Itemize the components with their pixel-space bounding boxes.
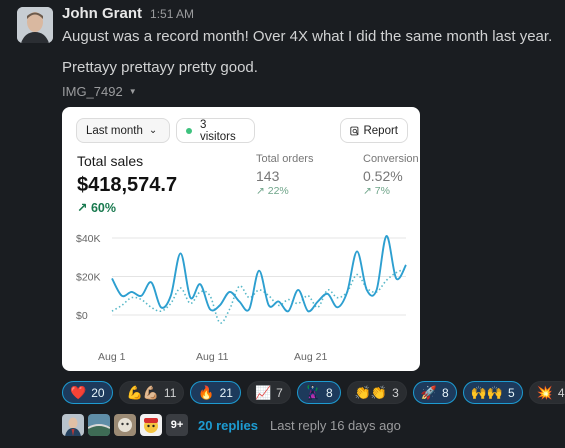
reaction-emoji-icon: 🙌🙌	[470, 385, 503, 400]
replier-avatar	[62, 414, 84, 436]
more-repliers-count: 9+	[166, 414, 188, 436]
reaction-count: 11	[163, 385, 177, 400]
y-tick-label: $40K	[76, 233, 101, 245]
period-dropdown[interactable]: Last month ⌄	[76, 118, 170, 143]
arrow-up-right-icon: ↗	[363, 185, 372, 197]
total-sales-value: $418,574.7	[77, 174, 178, 196]
arrow-up-right-icon: ↗	[256, 185, 265, 197]
last-reply-time: Last reply 16 days ago	[270, 417, 401, 433]
x-tick-label: Aug 11	[196, 351, 229, 363]
reaction-pill[interactable]: 🦹 8	[296, 381, 341, 404]
replier-avatar	[140, 414, 162, 436]
reaction-emoji-icon: 🚀	[420, 385, 437, 400]
attachment-toggle[interactable]: IMG_7492 ▼	[62, 84, 137, 99]
reaction-count: 4	[557, 385, 565, 400]
replies-link[interactable]: 20 replies	[198, 417, 258, 433]
y-tick-label: $0	[76, 310, 88, 322]
reaction-emoji-icon: 💪💪🏼	[126, 385, 159, 400]
reaction-count: 21	[219, 385, 233, 400]
reaction-emoji-icon: 🔥	[198, 385, 215, 400]
x-tick-label: Aug 21	[294, 351, 327, 363]
reaction-count: 7	[276, 385, 283, 400]
message-text-line: Prettayy prettayy pretty good.	[62, 59, 258, 76]
reaction-count: 8	[441, 385, 449, 400]
image-attachment[interactable]: Last month ⌄ 3 visitors Report Total sal…	[62, 107, 420, 371]
total-orders-value: 143	[256, 168, 280, 184]
period-label: Last month	[86, 124, 143, 137]
total-orders-change: ↗ 22%	[256, 185, 289, 197]
reaction-count: 5	[508, 385, 515, 400]
reaction-pill[interactable]: 👏👏 3	[346, 381, 407, 404]
conversion-label: Conversion	[363, 153, 419, 165]
report-button[interactable]: Report	[340, 118, 408, 143]
reactions-bar: ❤️ 20 💪💪🏼 11 🔥 21 📈 7 🦹 8 👏👏 3 🚀 8 🙌🙌 5 💥 4	[62, 381, 565, 404]
visitors-label: 3 visitors	[199, 118, 236, 143]
message-text-line: August was a record month! Over 4X what …	[62, 28, 553, 45]
report-icon	[350, 126, 359, 135]
thread-summary[interactable]: 9+ 20 replies Last reply 16 days ago	[62, 414, 401, 436]
replier-avatar	[88, 414, 110, 436]
reaction-pill[interactable]: 🔥 21	[190, 381, 241, 404]
reaction-emoji-icon: 💥	[536, 385, 553, 400]
caret-down-icon: ▼	[128, 87, 137, 96]
reaction-count: 20	[91, 385, 105, 400]
reaction-emoji-icon: 👏👏	[354, 385, 388, 400]
arrow-up-right-icon: ↗	[77, 201, 88, 215]
replier-avatar	[114, 414, 136, 436]
reaction-count: 3	[392, 385, 399, 400]
reaction-emoji-icon: ❤️	[70, 385, 87, 400]
report-label: Report	[363, 124, 398, 137]
live-dot-icon	[186, 127, 192, 134]
visitors-badge[interactable]: 3 visitors	[176, 118, 255, 143]
comparison-series-line	[111, 268, 407, 324]
y-tick-label: $20K	[76, 272, 101, 284]
message-timestamp[interactable]: 1:51 AM	[150, 7, 195, 21]
reaction-pill[interactable]: 📈 7	[246, 381, 291, 404]
attachment-name: IMG_7492	[62, 84, 123, 99]
reaction-pill[interactable]: 💪💪🏼 11	[118, 381, 185, 404]
total-sales-change: ↗ 60%	[77, 201, 116, 215]
total-sales-label: Total sales	[77, 153, 144, 169]
sales-line-chart: $40K $20K $0 Aug 1 Aug 11 Aug 21	[76, 233, 407, 363]
sales-series-line	[111, 235, 407, 313]
conversion-value: 0.52%	[363, 168, 403, 184]
author-avatar[interactable]	[17, 7, 53, 43]
chevron-down-icon: ⌄	[148, 125, 158, 136]
author-name[interactable]: John Grant	[62, 5, 143, 22]
reaction-count: 8	[326, 385, 333, 400]
total-orders-label: Total orders	[256, 153, 314, 165]
reaction-pill[interactable]: 💥 4	[528, 381, 565, 404]
conversion-change: ↗ 7%	[363, 185, 390, 197]
reaction-pill[interactable]: 🚀 8	[412, 381, 457, 404]
reaction-emoji-icon: 📈	[254, 385, 272, 400]
reaction-pill[interactable]: 🙌🙌 5	[462, 381, 523, 404]
reaction-emoji-icon: 🦹	[304, 385, 321, 400]
x-tick-label: Aug 1	[98, 351, 126, 363]
reaction-pill[interactable]: ❤️ 20	[62, 381, 113, 404]
